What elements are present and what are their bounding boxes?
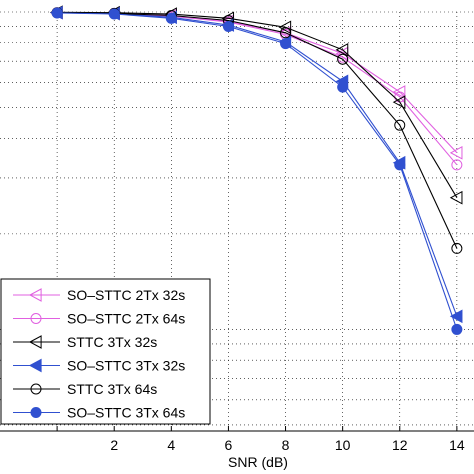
data-point (451, 242, 463, 254)
data-point (222, 21, 234, 33)
data-point (392, 85, 406, 99)
data-point (337, 53, 349, 65)
series-5 (51, 7, 463, 254)
series-line (57, 12, 458, 330)
data-point (449, 146, 463, 160)
legend-marker (30, 313, 42, 324)
legend-marker (28, 358, 42, 373)
legend-marker (30, 407, 42, 418)
legend-box (0, 278, 211, 425)
legend-entry: STTC 3Tx 64s (13, 381, 157, 397)
data-point (337, 81, 349, 93)
legend-label: SO–STTC 3Tx 32s (67, 358, 185, 374)
series-line (57, 11, 458, 198)
x-tick-label: 8 (282, 437, 290, 453)
x-axis-label: SNR (dB) (228, 454, 288, 470)
legend-marker (28, 335, 42, 349)
legend-label: STTC 3Tx 32s (67, 334, 157, 350)
legend-label: SO–STTC 2Tx 32s (67, 287, 185, 303)
data-point (451, 159, 463, 171)
series-layer (50, 5, 463, 335)
legend-label: STTC 3Tx 64s (67, 381, 157, 397)
legend-entry: STTC 3Tx 32s (13, 334, 157, 350)
data-point (449, 190, 463, 205)
legend-entry: SO–STTC 3Tx 32s (13, 358, 185, 374)
data-point (51, 7, 63, 19)
x-tick-label: 12 (392, 437, 408, 453)
legend-label: SO–STTC 2Tx 64s (67, 311, 185, 327)
series-line (57, 12, 458, 249)
series-6 (51, 7, 463, 335)
data-point (280, 27, 292, 39)
data-point (451, 323, 463, 335)
x-ticks: 2 4 6 8 10 12 14 (56, 426, 465, 453)
data-point (394, 159, 406, 171)
data-point (392, 95, 406, 109)
legend: SO–STTC 2Tx 32s SO–STTC 2Tx 64s STTC 3Tx 3… (0, 278, 211, 425)
x-tick-label: 6 (225, 437, 233, 453)
data-point (280, 38, 292, 50)
data-point (394, 119, 406, 131)
data-point (278, 20, 292, 35)
legend-marker (28, 288, 42, 302)
data-point (108, 8, 120, 20)
legend-entry: SO–STTC 2Tx 64s (13, 311, 185, 327)
x-tick-label: 14 (449, 437, 465, 453)
data-point (449, 309, 463, 324)
legend-marker (30, 383, 42, 395)
legend-entry: SO–STTC 3Tx 64s (13, 405, 185, 421)
legend-label: SO–STTC 3Tx 64s (67, 405, 185, 421)
data-point (165, 12, 177, 24)
x-tick-label: 4 (167, 437, 175, 453)
x-tick-label: 10 (335, 437, 351, 453)
data-point (335, 42, 349, 57)
x-tick-label: 2 (110, 437, 118, 453)
legend-entry: SO–STTC 2Tx 32s (13, 287, 185, 303)
